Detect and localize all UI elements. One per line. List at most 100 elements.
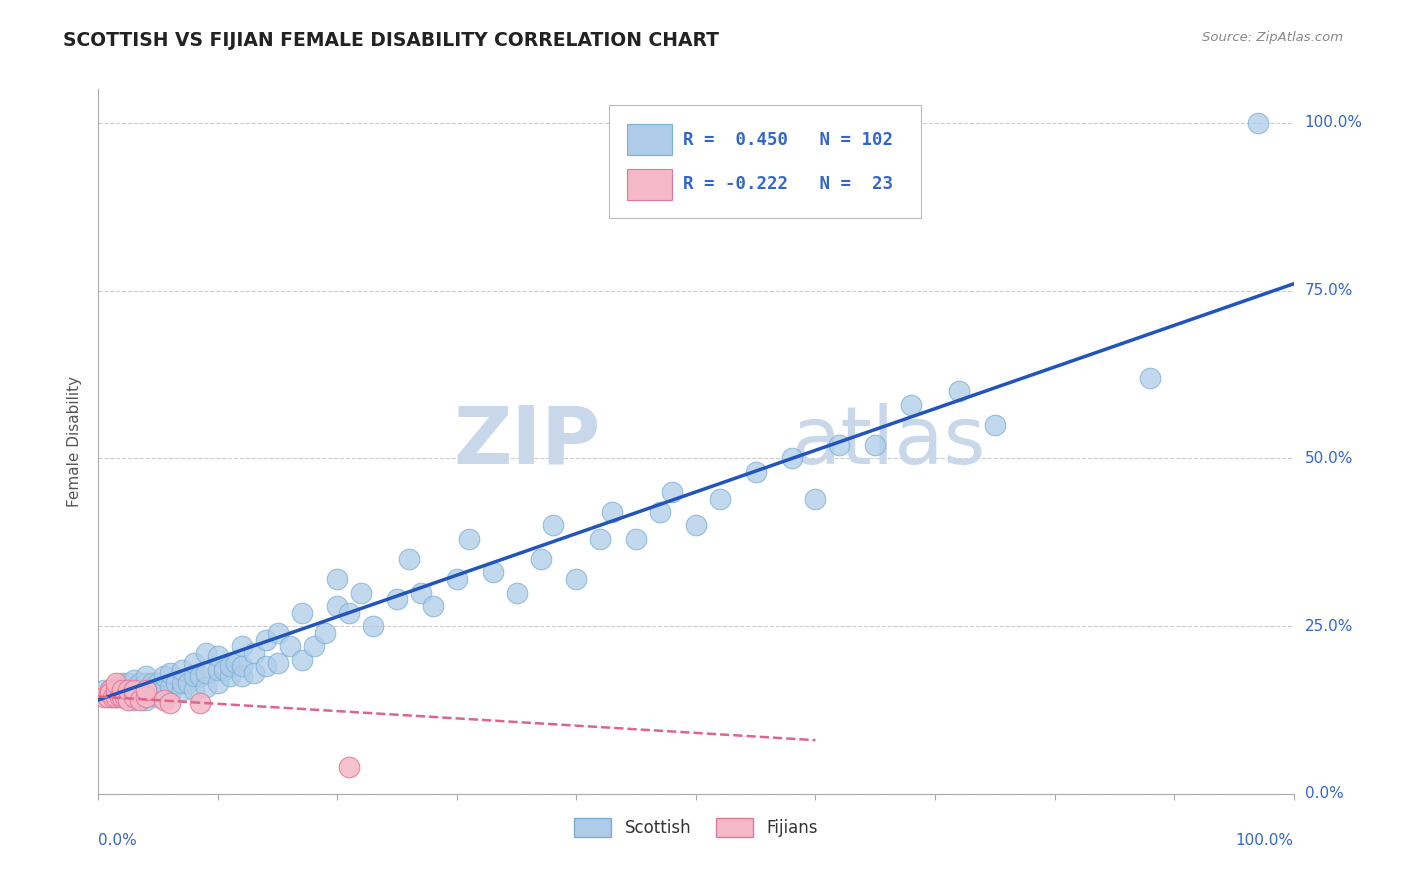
Point — [602, 505, 624, 519]
Point — [183, 682, 205, 697]
Point — [589, 532, 612, 546]
Point — [124, 686, 146, 700]
Point — [339, 606, 361, 620]
Point — [129, 690, 152, 704]
Point — [183, 656, 205, 670]
Point — [948, 384, 970, 399]
Point — [506, 585, 529, 599]
Point — [111, 690, 134, 704]
Point — [326, 599, 349, 613]
Point — [339, 760, 361, 774]
Point — [117, 690, 139, 704]
Point — [129, 682, 152, 697]
Point — [124, 690, 146, 704]
Point — [219, 659, 242, 673]
Point — [111, 676, 134, 690]
Point — [172, 682, 194, 697]
Point — [541, 518, 564, 533]
Point — [278, 639, 301, 653]
Legend: Scottish, Fijians: Scottish, Fijians — [567, 810, 825, 846]
Text: ZIP: ZIP — [453, 402, 600, 481]
Point — [254, 659, 277, 673]
Point — [97, 690, 120, 704]
Point — [219, 669, 242, 683]
Point — [177, 676, 200, 690]
Point — [98, 682, 122, 697]
Point — [207, 676, 229, 690]
Point — [254, 632, 277, 647]
Point — [111, 690, 134, 704]
Point — [231, 639, 253, 653]
Point — [148, 690, 170, 704]
Point — [117, 682, 139, 697]
Point — [98, 686, 122, 700]
Point — [183, 669, 205, 683]
Point — [243, 666, 266, 681]
Point — [188, 669, 211, 683]
Point — [267, 656, 290, 670]
Point — [350, 585, 373, 599]
Point — [195, 680, 218, 694]
Y-axis label: Female Disability: Female Disability — [67, 376, 83, 508]
Point — [105, 676, 128, 690]
Point — [124, 680, 146, 694]
Point — [159, 680, 181, 694]
Point — [114, 690, 136, 704]
Point — [148, 676, 170, 690]
Point — [172, 663, 194, 677]
Point — [153, 693, 176, 707]
Point — [98, 682, 122, 697]
Text: 0.0%: 0.0% — [1305, 787, 1343, 801]
Point — [626, 532, 648, 546]
Point — [207, 663, 229, 677]
Point — [661, 484, 683, 499]
FancyBboxPatch shape — [609, 104, 921, 219]
Point — [212, 663, 235, 677]
Point — [111, 682, 134, 697]
Point — [984, 417, 1007, 432]
Point — [141, 676, 163, 690]
Point — [291, 653, 314, 667]
Point — [159, 686, 181, 700]
Point — [267, 625, 290, 640]
Point — [565, 572, 588, 586]
Point — [135, 669, 157, 683]
Point — [865, 438, 887, 452]
Point — [105, 682, 128, 697]
Point — [385, 592, 409, 607]
Point — [1247, 116, 1270, 130]
Text: atlas: atlas — [792, 402, 986, 481]
Point — [135, 682, 157, 697]
Point — [231, 659, 253, 673]
Point — [828, 438, 851, 452]
Point — [153, 682, 176, 697]
Point — [108, 690, 131, 704]
Text: 75.0%: 75.0% — [1305, 283, 1353, 298]
Point — [446, 572, 468, 586]
Point — [135, 676, 157, 690]
Point — [129, 676, 152, 690]
Text: 50.0%: 50.0% — [1305, 450, 1353, 466]
Text: Source: ZipAtlas.com: Source: ZipAtlas.com — [1202, 31, 1343, 45]
Point — [105, 680, 128, 694]
Point — [363, 619, 385, 633]
Point — [231, 669, 253, 683]
Text: R =  0.450   N = 102: R = 0.450 N = 102 — [683, 131, 893, 149]
Point — [481, 566, 505, 580]
Point — [326, 572, 349, 586]
Point — [124, 673, 146, 687]
Point — [117, 682, 139, 697]
Point — [93, 690, 115, 704]
Point — [900, 398, 922, 412]
Point — [135, 682, 157, 697]
Point — [111, 686, 134, 700]
Point — [153, 669, 176, 683]
Point — [124, 693, 146, 707]
FancyBboxPatch shape — [627, 169, 672, 200]
Text: 25.0%: 25.0% — [1305, 618, 1353, 633]
Point — [105, 690, 128, 704]
Point — [291, 606, 314, 620]
FancyBboxPatch shape — [627, 124, 672, 155]
Point — [745, 465, 768, 479]
Point — [780, 451, 803, 466]
